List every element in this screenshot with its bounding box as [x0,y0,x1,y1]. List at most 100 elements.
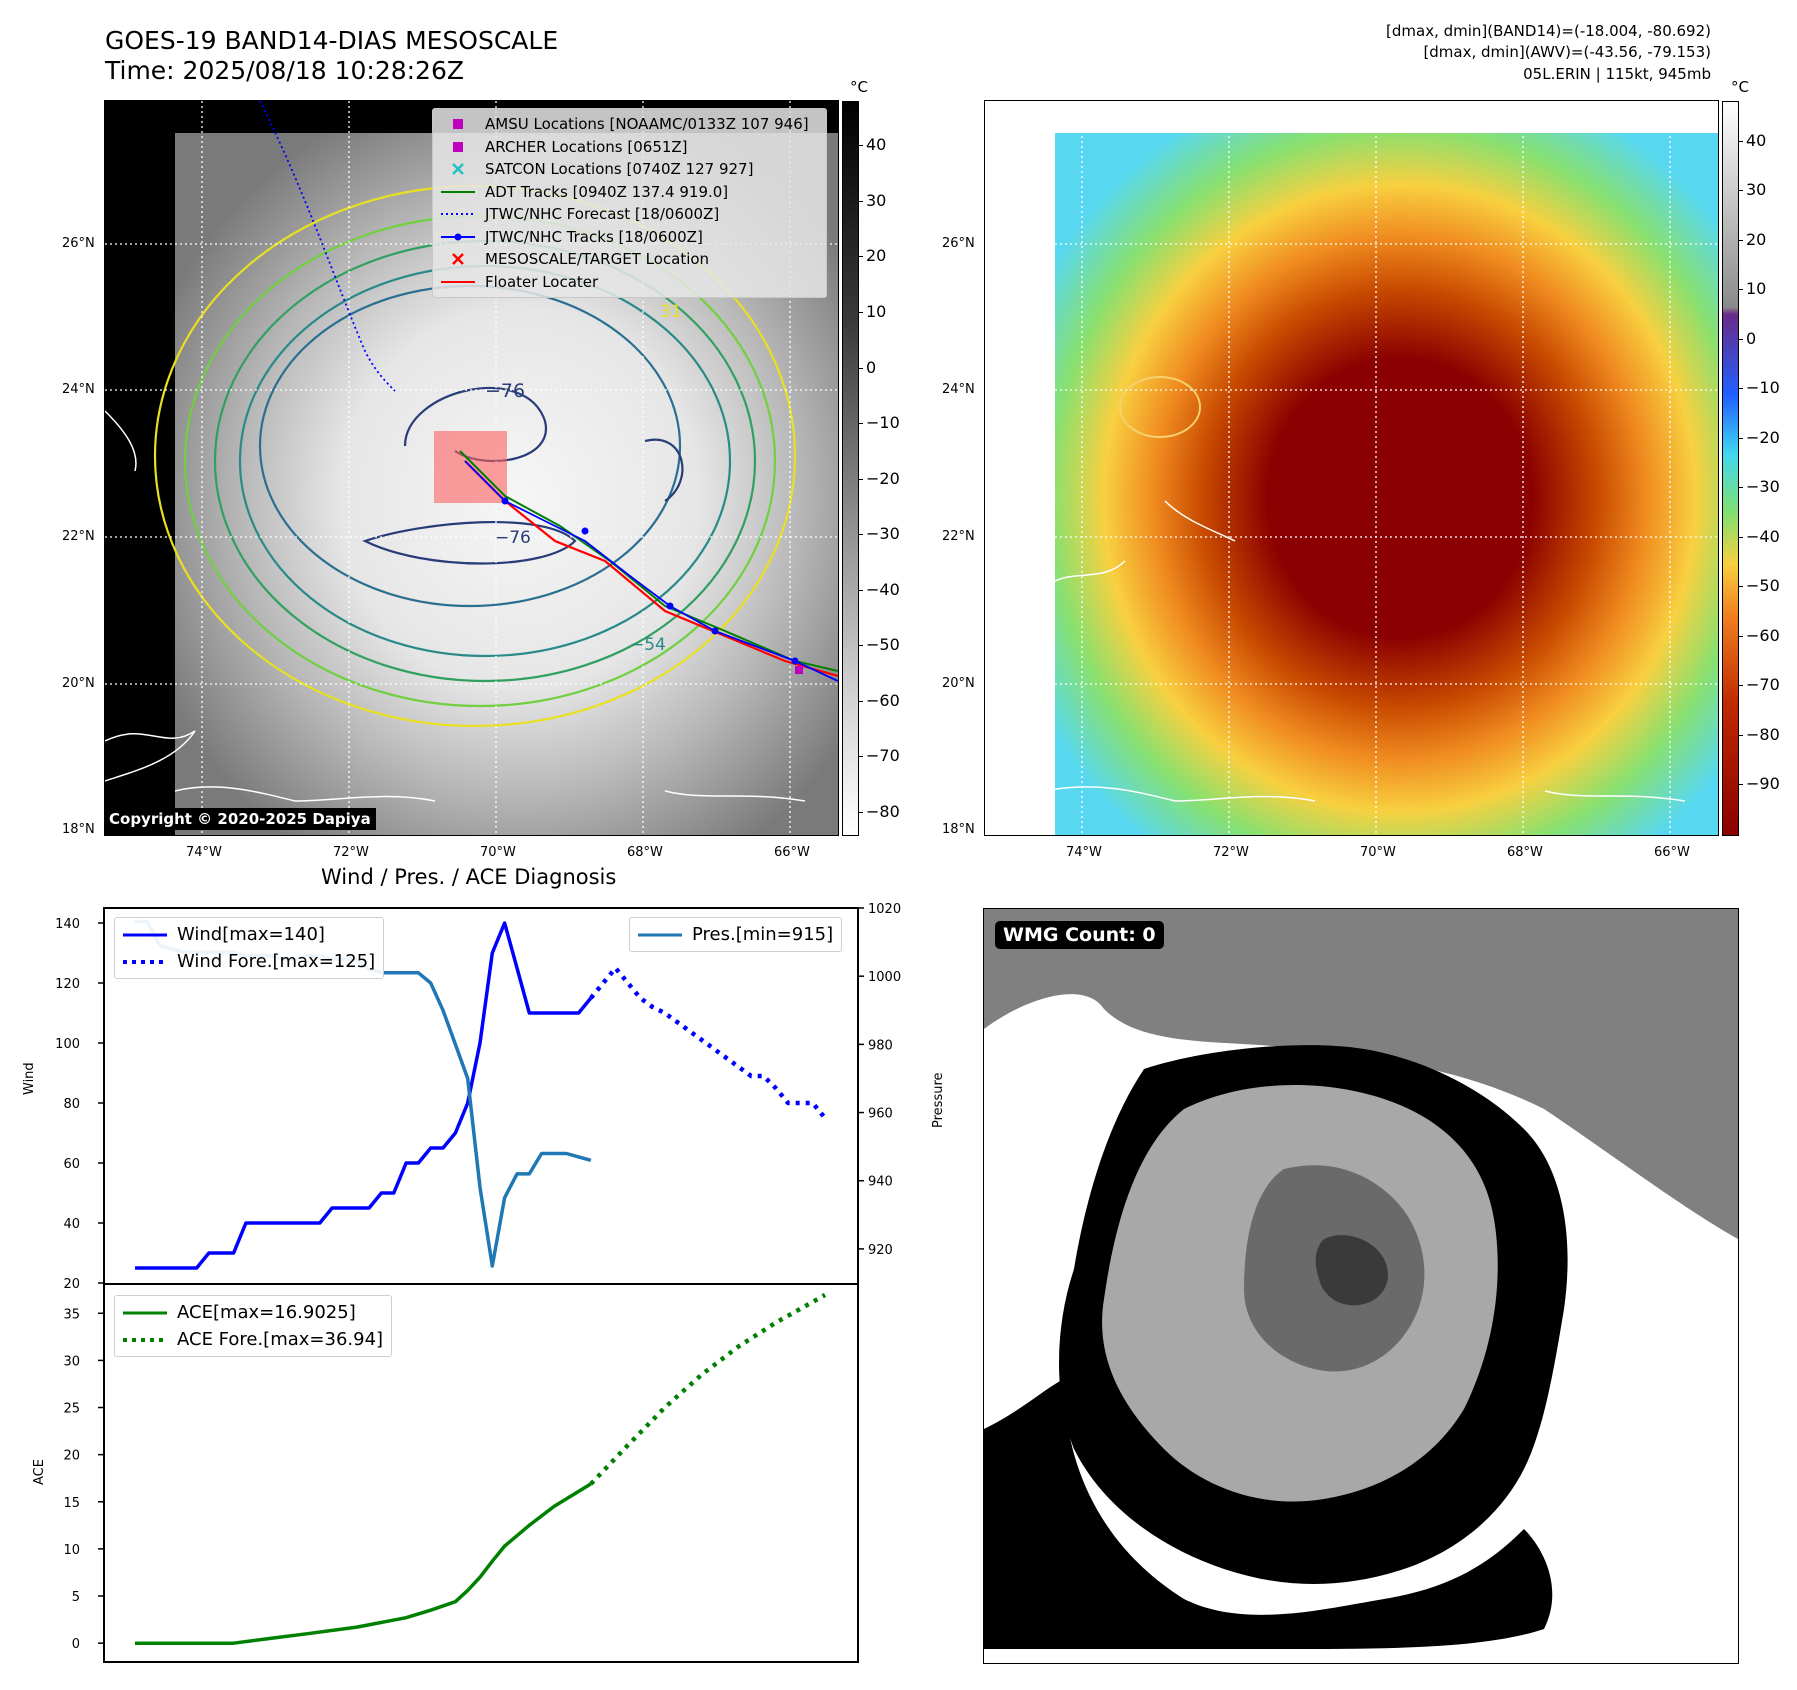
lat-tick: 22°N [62,529,95,544]
colorbar-tick-mark [858,200,863,202]
lat-tick: 26°N [942,236,975,251]
lat-tick: 20°N [942,676,975,691]
map-legend-label: ARCHER Locations [0651Z] [485,137,688,156]
colorbar-tick-mark [1738,239,1743,241]
wind-ylabel: Wind [22,1062,37,1095]
wind-fore-legend-item: Wind Fore.[max=125] [123,948,375,975]
colorbar-tick-mark [858,423,863,425]
colorbar-gray-unit: °C [850,78,868,96]
lon-tick: 68°W [1507,845,1543,860]
copyright-badge: Copyright © 2020-2025 Dapiya [104,808,376,830]
colorbar-tick-label: −40 [866,579,900,599]
y-tick-label: 0 [72,1637,80,1652]
map-legend-label: ADT Tracks [0940Z 137.4 919.0] [485,182,729,201]
colorbar-tick-label: 20 [866,246,887,266]
y-tick-label: 40 [63,1217,80,1232]
ace-ylabel: ACE [32,1459,47,1485]
pressure-legend-label: Pres.[min=915] [692,924,834,945]
colorbar-tick-mark [1738,685,1743,687]
colorbar-tick-label: 0 [1746,328,1757,348]
y-tick-label: 20 [63,1277,80,1292]
colorbar-tick-label: −20 [1746,427,1780,447]
y-tick-label: 15 [63,1496,80,1511]
colorbar-tick-mark [858,256,863,258]
lat-tick: 18°N [62,822,95,837]
colorbar-tick-mark [858,478,863,480]
legend-symbol-icon [441,163,475,176]
colorbar-tick-label: 40 [1746,130,1767,150]
colorbar-tick-mark [1738,140,1743,142]
colorbar-tick-label: 30 [866,190,887,210]
lat-tick: 24°N [942,382,975,397]
lon-tick: 72°W [1213,845,1249,860]
colorbar-tick-label: −30 [1746,477,1780,497]
color-map-panel [984,100,1719,836]
colorbar-tick-mark [1738,734,1743,736]
map-legend-item: ARCHER Locations [0651Z] [441,136,818,159]
legend-symbol-icon [441,279,475,285]
ace-legend-label: ACE[max=16.9025] [177,1302,356,1323]
lon-tick: 74°W [186,845,222,860]
y-tick-label: 100 [55,1037,80,1052]
colorbar-tick-mark [858,700,863,702]
colorbar-tick-label: −70 [1746,675,1780,695]
y-tick-label: 10 [63,1543,80,1558]
ace-fore-legend-item: ACE Fore.[max=36.94] [123,1326,383,1353]
ace-line [135,1482,592,1645]
pressure-legend: Pres.[min=915] [629,917,843,952]
lon-tick: 66°W [774,845,810,860]
contour-label-4: 31 [660,302,682,322]
y-tick-label: 60 [63,1157,80,1172]
y2-tick-label: 980 [868,1038,893,1053]
colorbar-tick-mark [858,534,863,536]
map-legend-item: ADT Tracks [0940Z 137.4 919.0] [441,181,818,204]
wmg-panel [983,908,1739,1664]
ace-legend-item: ACE[max=16.9025] [123,1299,383,1326]
wmg-count-badge: WMG Count: 0 [995,921,1164,949]
y-tick-label: 140 [55,917,80,932]
map-legend-item: JTWC/NHC Forecast [18/0600Z] [441,203,818,226]
contour-label-3: −54 [630,635,666,655]
colorbar-tick-label: −80 [1746,724,1780,744]
colorbar-tick-label: 40 [866,135,887,155]
legend-symbol-icon [441,141,475,153]
colorbar-tick-mark [1738,536,1743,538]
colorbar-tick-mark [1738,190,1743,192]
colorbar-tick-mark [1738,487,1743,489]
map-legend-label: JTWC/NHC Forecast [18/0600Z] [485,205,720,224]
map-legend-label: SATCON Locations [0740Z 127 927] [485,160,754,179]
legend-symbol-icon [441,253,475,266]
wind-fore-legend-label: Wind Fore.[max=125] [177,951,376,972]
colorbar-tick-label: 20 [1746,229,1767,249]
y2-tick-label: 940 [868,1175,893,1190]
lon-tick: 70°W [1360,845,1396,860]
colorbar-tick-mark [1738,289,1743,291]
chart-time: Time: 2025/08/18 10:28:26Z [105,56,464,85]
colorbar-tick-label: −10 [866,413,900,433]
contour-label-1: −76 [485,380,526,402]
dmax-band14: [dmax, dmin](BAND14)=(-18.004, -80.692) [1386,22,1711,40]
contour-label-2: −76 [495,528,531,548]
wind-legend: Wind[max=140] Wind Fore.[max=125] [114,917,385,979]
diagnosis-title: Wind / Pres. / ACE Diagnosis [321,865,617,889]
y-tick-label: 80 [63,1097,80,1112]
map-legend-label: MESOSCALE/TARGET Location [485,250,710,269]
legend-symbol-icon [441,189,475,195]
colorbar-tick-label: 30 [1746,180,1767,200]
ace-legend: ACE[max=16.9025] ACE Fore.[max=36.94] [114,1295,393,1357]
y2-tick-label: 920 [868,1243,893,1258]
map-legend-item: Floater Locater [441,271,818,294]
map-legend-item: AMSU Locations [NOAAMC/0133Z 107 946] [441,113,818,136]
legend-symbol-icon [441,232,475,242]
lat-tick: 18°N [942,822,975,837]
chart-title: GOES-19 BAND14-DIAS MESOSCALE [105,26,559,55]
map-legend-label: JTWC/NHC Tracks [18/0600Z] [485,227,703,246]
wind-forecast-line [589,965,827,1120]
pressure-legend-item: Pres.[min=915] [638,921,833,948]
colorbar-tick-mark [1738,388,1743,390]
map-legend-item: MESOSCALE/TARGET Location [441,248,818,271]
map-legend-item: SATCON Locations [0740Z 127 927] [441,158,818,181]
y2-tick-label: 1000 [868,970,901,985]
y-tick-label: 35 [63,1307,80,1322]
colorbar-tick-label: −10 [1746,378,1780,398]
